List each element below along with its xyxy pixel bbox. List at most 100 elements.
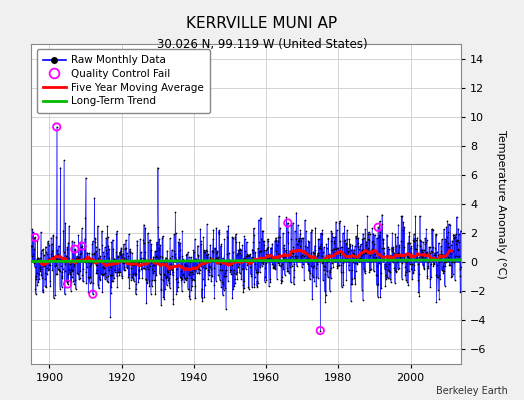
Point bbox=[140, 256, 149, 262]
Point bbox=[424, 259, 432, 265]
Point bbox=[362, 238, 370, 245]
Point bbox=[56, 164, 64, 171]
Point bbox=[121, 245, 129, 251]
Point bbox=[99, 289, 107, 295]
Point bbox=[350, 246, 358, 253]
Point bbox=[425, 249, 434, 256]
Point bbox=[52, 261, 61, 268]
Point bbox=[197, 262, 205, 269]
Point bbox=[150, 253, 159, 260]
Point bbox=[241, 285, 249, 292]
Point bbox=[73, 255, 82, 261]
Point bbox=[64, 278, 73, 284]
Point bbox=[160, 261, 168, 268]
Point bbox=[415, 271, 423, 277]
Point bbox=[301, 251, 310, 257]
Point bbox=[165, 267, 173, 274]
Point bbox=[213, 254, 222, 260]
Point bbox=[364, 248, 372, 255]
Point bbox=[316, 327, 324, 334]
Point bbox=[103, 223, 112, 229]
Point bbox=[363, 247, 371, 253]
Point bbox=[264, 236, 272, 242]
Point bbox=[235, 247, 243, 254]
Point bbox=[274, 237, 282, 244]
Point bbox=[89, 291, 97, 297]
Point bbox=[156, 271, 164, 278]
Point bbox=[241, 248, 249, 254]
Point bbox=[179, 270, 187, 277]
Point bbox=[257, 248, 265, 254]
Point bbox=[197, 241, 205, 248]
Point bbox=[161, 257, 170, 263]
Point bbox=[433, 274, 442, 280]
Point bbox=[53, 271, 61, 277]
Point bbox=[162, 274, 170, 280]
Point bbox=[154, 224, 162, 231]
Point bbox=[281, 272, 289, 278]
Point bbox=[383, 233, 391, 239]
Point bbox=[303, 261, 312, 268]
Point bbox=[243, 253, 252, 259]
Point bbox=[431, 245, 440, 251]
Point bbox=[196, 260, 205, 267]
Point bbox=[348, 242, 357, 248]
Point bbox=[148, 266, 157, 272]
Point bbox=[78, 243, 86, 249]
Point bbox=[274, 251, 282, 258]
Point bbox=[351, 268, 359, 274]
Point bbox=[37, 229, 45, 236]
Point bbox=[378, 212, 386, 218]
Point bbox=[359, 250, 367, 257]
Point bbox=[323, 259, 331, 265]
Point bbox=[58, 268, 67, 275]
Point bbox=[392, 242, 401, 249]
Point bbox=[49, 232, 58, 238]
Point bbox=[337, 268, 345, 275]
Point bbox=[190, 276, 199, 283]
Point bbox=[174, 283, 182, 290]
Point bbox=[139, 255, 147, 261]
Point bbox=[66, 261, 74, 268]
Point bbox=[236, 246, 245, 252]
Point bbox=[261, 260, 270, 266]
Point bbox=[397, 256, 405, 262]
Point bbox=[234, 264, 242, 270]
Point bbox=[361, 226, 369, 232]
Point bbox=[438, 252, 446, 259]
Point bbox=[178, 276, 187, 282]
Point bbox=[407, 250, 415, 256]
Point bbox=[263, 255, 271, 262]
Point bbox=[255, 249, 264, 255]
Point bbox=[85, 250, 93, 256]
Point bbox=[46, 262, 54, 269]
Point bbox=[267, 244, 276, 251]
Point bbox=[158, 254, 166, 260]
Point bbox=[153, 241, 161, 247]
Point bbox=[340, 223, 348, 229]
Point bbox=[283, 268, 291, 274]
Point bbox=[444, 221, 453, 227]
Point bbox=[375, 232, 383, 238]
Point bbox=[437, 248, 445, 254]
Point bbox=[234, 247, 243, 254]
Point bbox=[277, 262, 285, 269]
Point bbox=[236, 250, 244, 256]
Point bbox=[159, 277, 167, 284]
Point bbox=[324, 236, 333, 242]
Point bbox=[366, 252, 375, 258]
Point bbox=[294, 235, 303, 242]
Point bbox=[67, 257, 75, 263]
Point bbox=[351, 260, 359, 266]
Point bbox=[83, 250, 91, 256]
Point bbox=[184, 258, 192, 265]
Point bbox=[330, 246, 338, 252]
Point bbox=[248, 246, 257, 253]
Point bbox=[357, 252, 365, 258]
Point bbox=[67, 288, 75, 294]
Point bbox=[109, 278, 117, 284]
Point bbox=[231, 276, 239, 282]
Point bbox=[205, 269, 213, 275]
Point bbox=[390, 252, 398, 258]
Point bbox=[283, 220, 292, 226]
